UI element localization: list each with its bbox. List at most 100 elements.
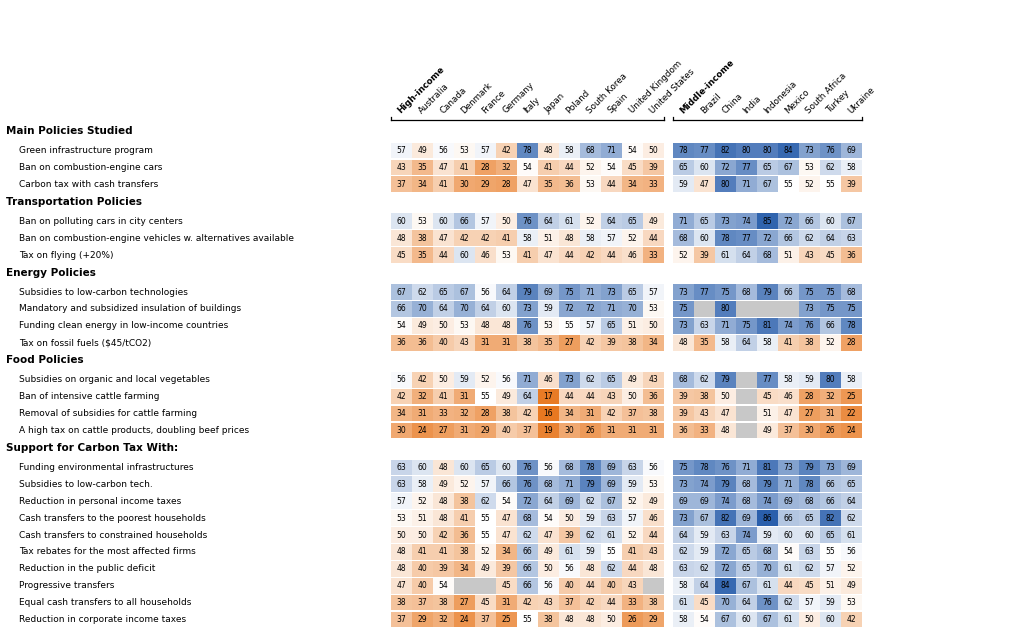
Text: 49: 49	[846, 581, 857, 590]
Bar	[392, 510, 411, 526]
Bar	[716, 460, 736, 475]
Text: Carbon tax with cash transfers: Carbon tax with cash transfers	[19, 180, 159, 189]
Text: 73: 73	[679, 287, 688, 296]
Bar	[580, 510, 601, 526]
Bar	[580, 389, 601, 404]
Text: 42: 42	[418, 375, 427, 384]
Text: 57: 57	[481, 217, 490, 226]
Text: Subsidies on organic and local vegetables: Subsidies on organic and local vegetable…	[19, 375, 210, 384]
Text: 62: 62	[523, 530, 533, 539]
Text: 60: 60	[501, 463, 512, 472]
Text: 73: 73	[679, 480, 688, 489]
Text: 69: 69	[679, 497, 688, 506]
Bar	[778, 561, 799, 577]
Text: 52: 52	[460, 480, 469, 489]
Text: 40: 40	[418, 581, 428, 590]
Bar	[539, 476, 558, 492]
Text: 72: 72	[565, 305, 574, 314]
Bar	[737, 389, 756, 404]
Text: 55: 55	[565, 321, 574, 330]
Bar	[673, 389, 693, 404]
Bar	[778, 230, 799, 246]
Bar	[716, 301, 736, 317]
Text: 57: 57	[397, 146, 406, 155]
Bar	[580, 561, 601, 577]
Bar	[455, 422, 474, 438]
Text: 53: 53	[460, 321, 469, 330]
Bar	[580, 372, 601, 387]
Text: 68: 68	[679, 375, 688, 384]
Text: 45: 45	[805, 581, 814, 590]
Bar	[778, 406, 799, 422]
Text: 45: 45	[826, 251, 835, 259]
Text: 68: 68	[523, 514, 533, 523]
Bar	[841, 406, 862, 422]
Text: 65: 65	[805, 514, 814, 523]
Bar	[392, 160, 411, 176]
Bar	[841, 247, 862, 263]
Text: Mandatory and subsidized insulation of buildings: Mandatory and subsidized insulation of b…	[19, 305, 241, 314]
Text: 51: 51	[762, 409, 772, 418]
Bar	[716, 510, 736, 526]
Bar	[602, 406, 622, 422]
Bar	[821, 230, 840, 246]
Bar	[694, 160, 715, 176]
Bar	[517, 247, 538, 263]
Bar	[602, 284, 622, 300]
Bar	[433, 561, 454, 577]
Bar	[623, 544, 642, 560]
Bar	[517, 160, 538, 176]
Bar	[757, 578, 778, 593]
Bar	[433, 176, 454, 192]
Text: 65: 65	[762, 163, 773, 172]
Text: 40: 40	[418, 564, 428, 573]
Bar	[800, 422, 819, 438]
Bar	[821, 544, 840, 560]
Text: 65: 65	[628, 217, 637, 226]
Text: 63: 63	[721, 530, 730, 539]
Bar	[623, 318, 642, 334]
Text: 66: 66	[783, 233, 794, 243]
Bar	[623, 335, 642, 350]
Text: 44: 44	[628, 564, 637, 573]
Text: 37: 37	[397, 615, 406, 624]
Bar	[694, 389, 715, 404]
Bar	[580, 284, 601, 300]
Bar	[821, 510, 840, 526]
Text: 36: 36	[418, 338, 428, 347]
Text: 27: 27	[460, 598, 469, 607]
Text: 48: 48	[585, 564, 596, 573]
Bar	[841, 578, 862, 593]
Text: 56: 56	[565, 564, 574, 573]
Bar	[778, 301, 799, 317]
Bar	[496, 544, 517, 560]
Bar	[476, 578, 495, 593]
Bar	[737, 214, 756, 229]
Text: 67: 67	[762, 615, 773, 624]
Bar	[821, 460, 840, 475]
Text: 59: 59	[826, 598, 835, 607]
Bar	[517, 284, 538, 300]
Bar	[778, 318, 799, 334]
Text: 28: 28	[501, 180, 511, 189]
Bar	[392, 476, 411, 492]
Text: 35: 35	[544, 338, 553, 347]
Bar	[716, 318, 736, 334]
Bar	[623, 160, 642, 176]
Text: 73: 73	[679, 514, 688, 523]
Bar	[517, 422, 538, 438]
Bar	[623, 595, 642, 611]
Text: 49: 49	[762, 426, 773, 435]
Text: 44: 44	[565, 163, 574, 172]
Bar	[517, 318, 538, 334]
Bar	[455, 214, 474, 229]
Bar	[821, 214, 840, 229]
Text: 64: 64	[522, 392, 533, 401]
Text: 71: 71	[523, 375, 533, 384]
Bar	[623, 422, 642, 438]
Bar	[517, 176, 538, 192]
Text: Subsidies to low-carbon tech.: Subsidies to low-carbon tech.	[19, 480, 152, 489]
Bar	[517, 372, 538, 387]
Bar	[539, 612, 558, 627]
Text: 65: 65	[742, 548, 751, 556]
